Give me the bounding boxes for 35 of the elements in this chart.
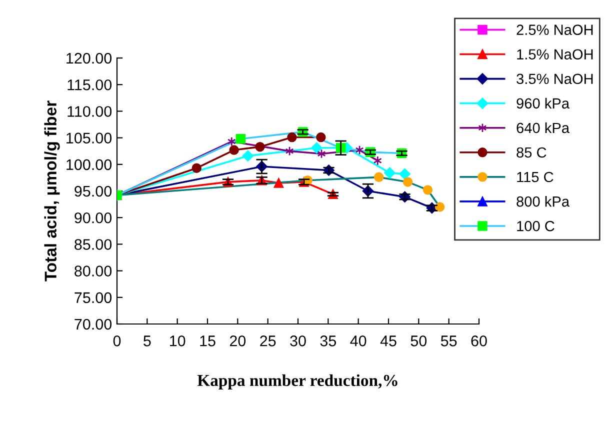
y-tick-label: 95.00 <box>74 186 112 197</box>
x-axis-title: Kappa number reduction,% <box>197 374 398 390</box>
y-tick-label: 80.00 <box>74 266 112 276</box>
y-tick-label: 70.00 <box>74 318 112 330</box>
x-tick-label: 5 <box>144 336 151 346</box>
legend-label: 800 kPa <box>516 196 570 207</box>
x-tick-label: 30 <box>290 336 306 346</box>
x-tick-label: 50 <box>410 336 427 346</box>
legend-label: 960 kPa <box>516 98 570 109</box>
y-axis-title: Total acid, μmol/g fiber <box>44 100 60 282</box>
legend-label: 2.5% NaOH <box>516 24 593 35</box>
y-tick-label: 110.00 <box>68 106 112 117</box>
x-tick-label: 10 <box>170 336 186 346</box>
x-tick-label: 15 <box>200 336 216 346</box>
legend-label: 1.5% NaOH <box>517 49 593 60</box>
x-tick-label: 60 <box>471 336 487 346</box>
y-tick-label: 105.00 <box>66 132 112 144</box>
x-tick-label: 0 <box>113 336 121 346</box>
legend-label: 100 C <box>517 220 554 232</box>
legend-label: 85 C <box>516 147 546 158</box>
y-tick-label: 115.00 <box>68 79 112 90</box>
y-tick-label: 90.00 <box>74 212 112 224</box>
legend-label: 3.5% NaOH <box>516 74 593 84</box>
legend-label: 115 C <box>517 172 554 182</box>
x-tick-label: 25 <box>260 336 276 346</box>
y-tick-label: 100.00 <box>66 159 112 170</box>
x-tick-label: 35 <box>320 336 336 346</box>
y-tick-label: 85.00 <box>74 239 112 250</box>
y-tick-label: 75.00 <box>74 292 112 304</box>
legend-label: 640 kPa <box>516 122 570 134</box>
x-tick-label: 40 <box>350 336 366 346</box>
x-tick-label: 45 <box>380 336 396 346</box>
x-tick-label: 55 <box>440 336 457 346</box>
y-tick-label: 120.00 <box>66 52 112 64</box>
x-tick-label: 20 <box>230 336 246 346</box>
